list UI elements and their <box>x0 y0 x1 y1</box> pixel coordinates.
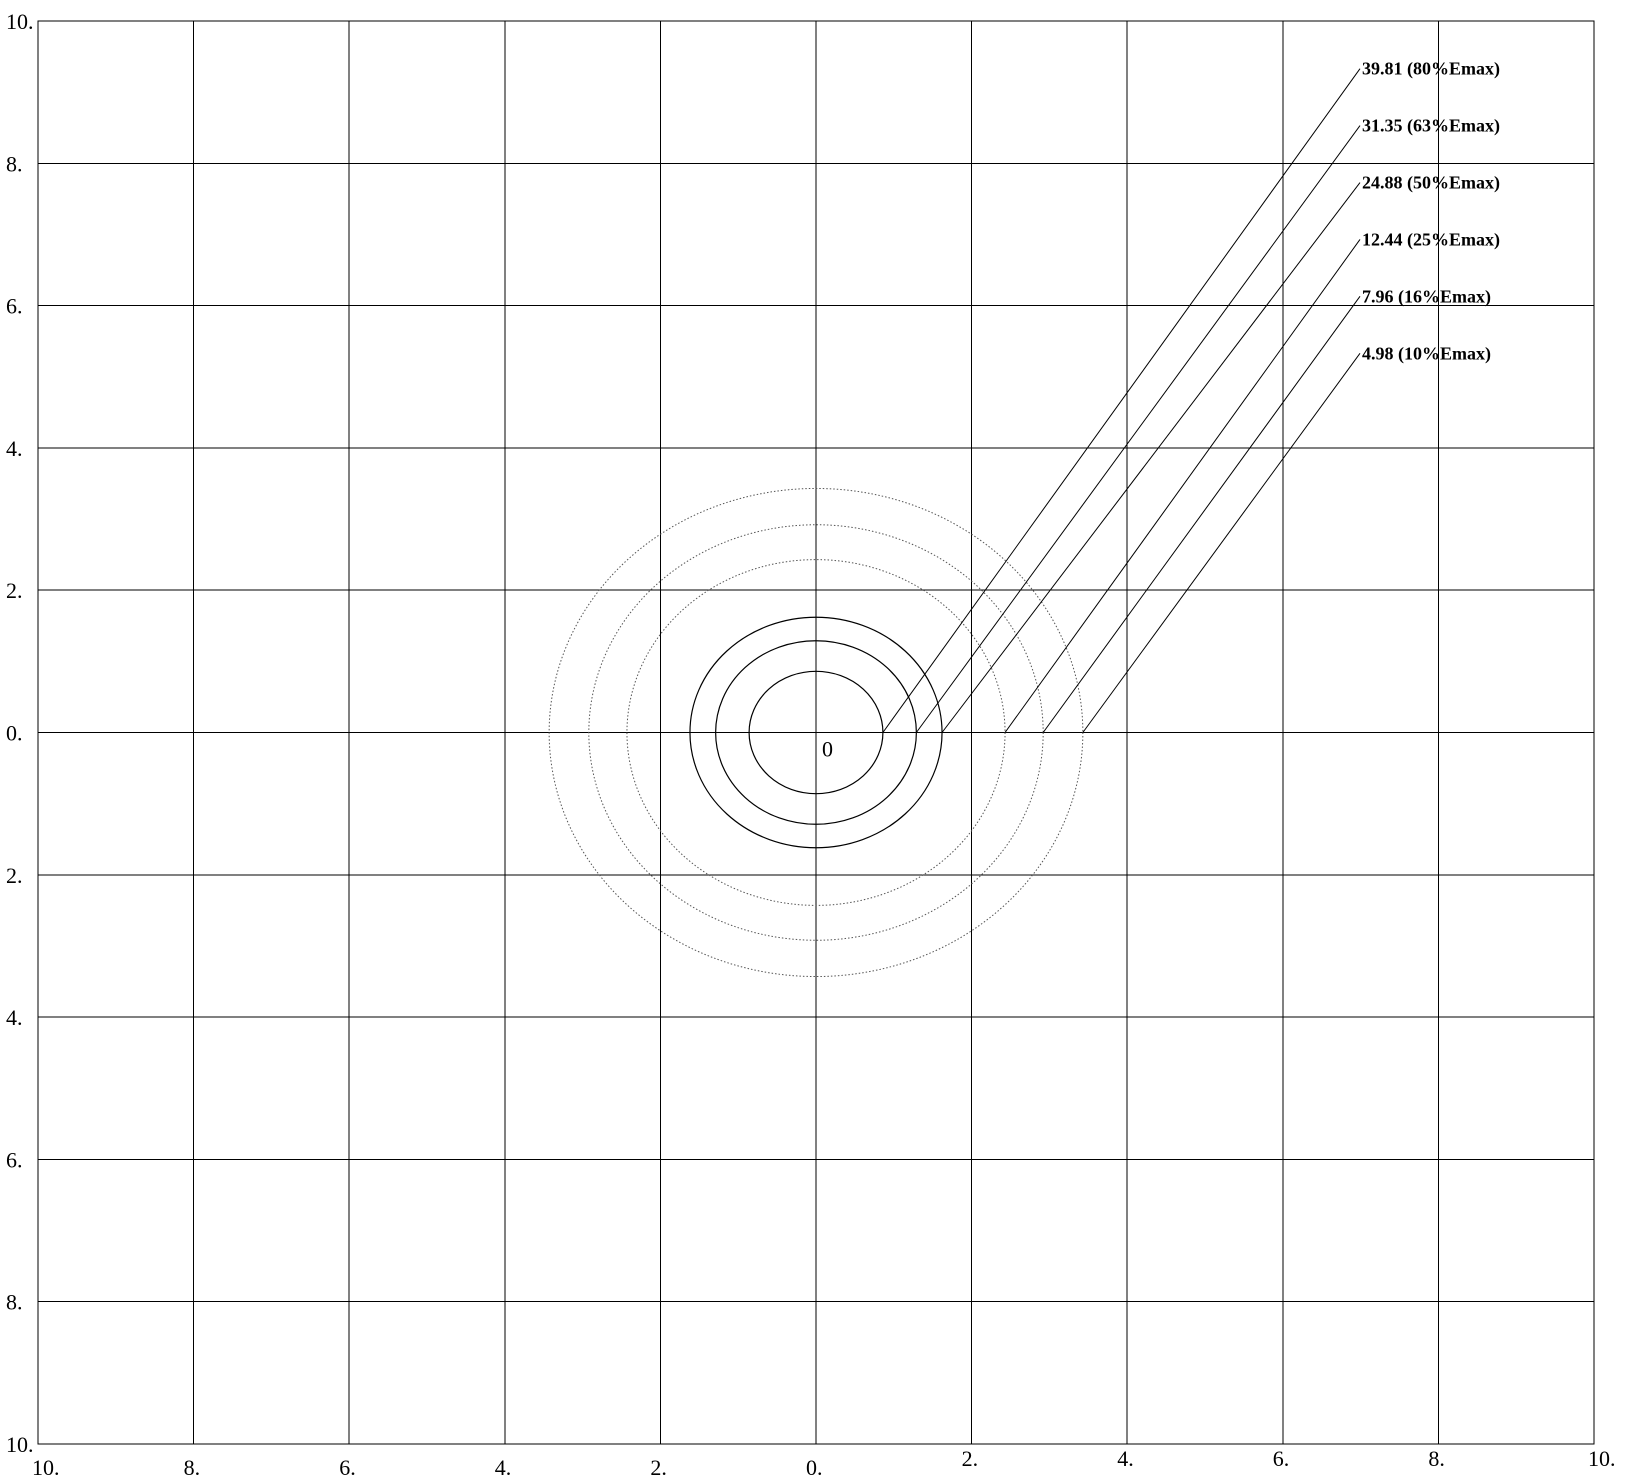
contour-labels: 39.81 (80%Emax) 31.35 (63%Emax) 24.88 (50%… <box>1362 59 1500 365</box>
x-tick-label: 0. <box>806 1455 823 1479</box>
y-tick-label: 0. <box>6 721 23 746</box>
y-tick-label: 6. <box>6 1147 23 1172</box>
y-tick-label: 2. <box>6 863 23 888</box>
x-tick-label: 4. <box>1117 1446 1134 1471</box>
contour-label: 12.44 (25%Emax) <box>1362 229 1500 250</box>
y-tick-label: 8. <box>6 151 23 176</box>
y-tick-label: 4. <box>6 1005 23 1030</box>
contour-ring <box>748 670 884 795</box>
contour-label: 24.88 (50%Emax) <box>1362 173 1500 194</box>
contour-leader-line <box>941 182 1361 733</box>
x-tick-label: 2. <box>650 1455 667 1479</box>
y-tick-label: 2. <box>6 578 23 603</box>
contour-leader-line <box>915 125 1361 733</box>
x-tick-label: 4. <box>495 1455 512 1479</box>
grid <box>37 20 1595 1445</box>
contour-label: 31.35 (63%Emax) <box>1362 116 1500 137</box>
y-tick-label: 4. <box>6 436 23 461</box>
y-tick-label: 10. <box>6 1432 34 1457</box>
x-tick-label: 10. <box>1588 1446 1616 1471</box>
contour-leaders <box>882 68 1361 733</box>
x-tick-label: 8. <box>184 1455 201 1479</box>
x-tick-label: 8. <box>1428 1446 1445 1471</box>
contour-leader-line <box>1082 352 1361 733</box>
plot-frame <box>37 20 1595 1445</box>
origin-label: 0 <box>822 737 833 762</box>
contour-leader-line <box>1004 239 1361 733</box>
contour-label: 7.96 (16%Emax) <box>1362 286 1491 307</box>
y-tick-label: 10. <box>6 9 34 34</box>
x-tick-label: 2. <box>962 1446 979 1471</box>
tick-labels: 10.8.6.4.2.0.2.4.6.8.10.10. 8. 6. 4. 2. 0. 2. 4… <box>6 9 1616 1479</box>
contour-label: 39.81 (80%Emax) <box>1362 59 1500 80</box>
x-tick-label: 6. <box>339 1455 356 1479</box>
x-tick-label: 10. <box>32 1455 60 1479</box>
y-tick-label: 6. <box>6 294 23 319</box>
contour-leader-line <box>1042 296 1361 733</box>
y-tick-label: 8. <box>6 1290 23 1315</box>
contour-ring <box>626 559 1006 906</box>
contour-label: 4.98 (10%Emax) <box>1362 343 1491 364</box>
contour-leader-line <box>882 68 1361 733</box>
x-tick-label: 6. <box>1273 1446 1290 1471</box>
